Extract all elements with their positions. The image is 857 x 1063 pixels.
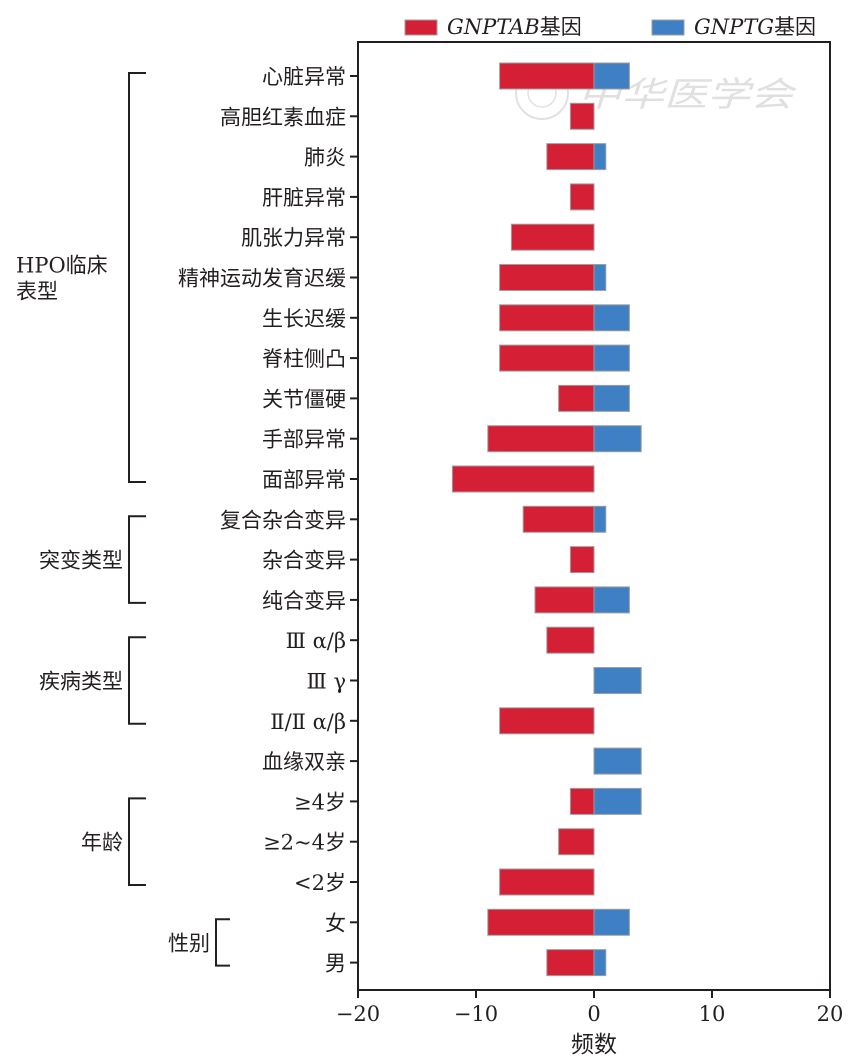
bar-gnptab-13 <box>534 586 595 614</box>
bar-gnptg-11 <box>593 505 607 533</box>
x-tick-label: 10 <box>699 1002 726 1026</box>
category-label: ≥2~4岁 <box>263 831 346 855</box>
category-label: 复合杂合变异 <box>220 508 346 532</box>
bar-gnptab-22 <box>546 949 595 977</box>
bar-gnptab-6 <box>499 304 595 332</box>
group-bracket <box>128 72 146 483</box>
category-label: Ⅲ α/β <box>286 629 346 653</box>
x-tick-label: 20 <box>817 1002 844 1026</box>
category-label: <2岁 <box>294 871 346 895</box>
x-tick-label: 0 <box>587 1002 600 1026</box>
bar-gnptg-13 <box>593 586 630 614</box>
group-label: 表型 <box>16 280 58 304</box>
category-label: 肝脏异常 <box>262 186 346 210</box>
bar-gnptab-4 <box>510 223 595 251</box>
category-label: 高胆红素血症 <box>220 105 346 129</box>
category-label: 血缘双亲 <box>262 750 346 774</box>
group-label: 突变类型 <box>39 549 123 573</box>
legend-label-gnptab: GNPTAB基因 <box>447 15 582 39</box>
category-label: Ⅲ γ <box>307 670 346 694</box>
category-labels: 心脏异常高胆红素血症肺炎肝脏异常肌张力异常精神运动发育迟缓生长迟缓脊柱侧凸关节僵… <box>178 65 358 976</box>
group-bracket <box>215 918 230 967</box>
bar-gnptab-7 <box>499 344 595 372</box>
bar-gnptg-2 <box>593 143 607 171</box>
bar-gnptab-19 <box>558 828 595 856</box>
bar-gnptab-16 <box>499 707 595 735</box>
bar-gnptab-21 <box>487 908 595 936</box>
category-label: 纯合变异 <box>262 589 346 613</box>
group-bracket <box>128 636 146 725</box>
bar-gnptab-3 <box>569 183 595 211</box>
axes: −20 −10 0 10 20 频数 <box>336 41 844 1058</box>
group-label: 疾病类型 <box>39 670 123 694</box>
legend: GNPTAB基因 GNPTG基因 <box>404 15 816 39</box>
x-tick-label: −20 <box>336 1002 380 1026</box>
bar-gnptg-17 <box>593 747 642 775</box>
category-label: 生长迟缓 <box>262 307 346 331</box>
category-label: 杂合变异 <box>262 549 346 573</box>
bar-gnptab-2 <box>546 143 595 171</box>
category-label: 手部异常 <box>262 428 346 452</box>
bars <box>451 62 642 977</box>
group-label: HPO临床 <box>16 254 108 278</box>
category-label: 肌张力异常 <box>241 226 346 250</box>
bar-gnptab-9 <box>487 425 595 453</box>
category-label: 男 <box>325 952 346 976</box>
category-label: 精神运动发育迟缓 <box>178 267 346 291</box>
bar-gnptg-22 <box>593 949 607 977</box>
group-label: 性别 <box>168 931 210 955</box>
bar-gnptg-21 <box>593 908 630 936</box>
bar-gnptab-11 <box>522 505 595 533</box>
bar-gnptg-6 <box>593 304 630 332</box>
category-label: 女 <box>325 911 346 935</box>
bar-gnptg-5 <box>593 264 607 291</box>
legend-label-gnptg: GNPTG基因 <box>694 15 816 39</box>
bar-gnptab-5 <box>499 264 595 291</box>
bar-gnptg-8 <box>593 384 630 412</box>
category-label: 关节僵硬 <box>262 387 346 411</box>
group-bracket <box>128 515 146 604</box>
category-label: 心脏异常 <box>262 65 346 89</box>
category-label: 面部异常 <box>262 468 346 492</box>
category-label: ≥4岁 <box>294 790 346 814</box>
category-label: 肺炎 <box>304 146 346 170</box>
bar-gnptab-10 <box>451 465 595 493</box>
bar-gnptab-20 <box>499 868 595 896</box>
bar-gnptg-18 <box>593 787 642 815</box>
category-label: 脊柱侧凸 <box>262 347 346 371</box>
bar-gnptab-18 <box>569 787 595 815</box>
bar-gnptg-0 <box>593 62 630 90</box>
group-label: 年龄 <box>81 831 123 855</box>
bar-gnptg-7 <box>593 344 630 372</box>
bar-gnptab-1 <box>569 102 595 130</box>
legend-swatch-gnptg <box>651 19 685 36</box>
bar-gnptab-14 <box>546 626 595 654</box>
bar-gnptg-9 <box>593 425 642 453</box>
bar-gnptg-15 <box>593 667 642 694</box>
bar-gnptab-0 <box>499 62 595 90</box>
x-tick-label: −10 <box>454 1002 498 1026</box>
bar-gnptab-8 <box>558 384 595 412</box>
group-bracket <box>128 797 146 886</box>
legend-swatch-gnptab <box>404 19 438 36</box>
x-axis-title: 频数 <box>571 1032 617 1058</box>
bar-gnptab-12 <box>569 546 595 574</box>
category-label: Ⅱ/Ⅱ α/β <box>270 710 346 734</box>
